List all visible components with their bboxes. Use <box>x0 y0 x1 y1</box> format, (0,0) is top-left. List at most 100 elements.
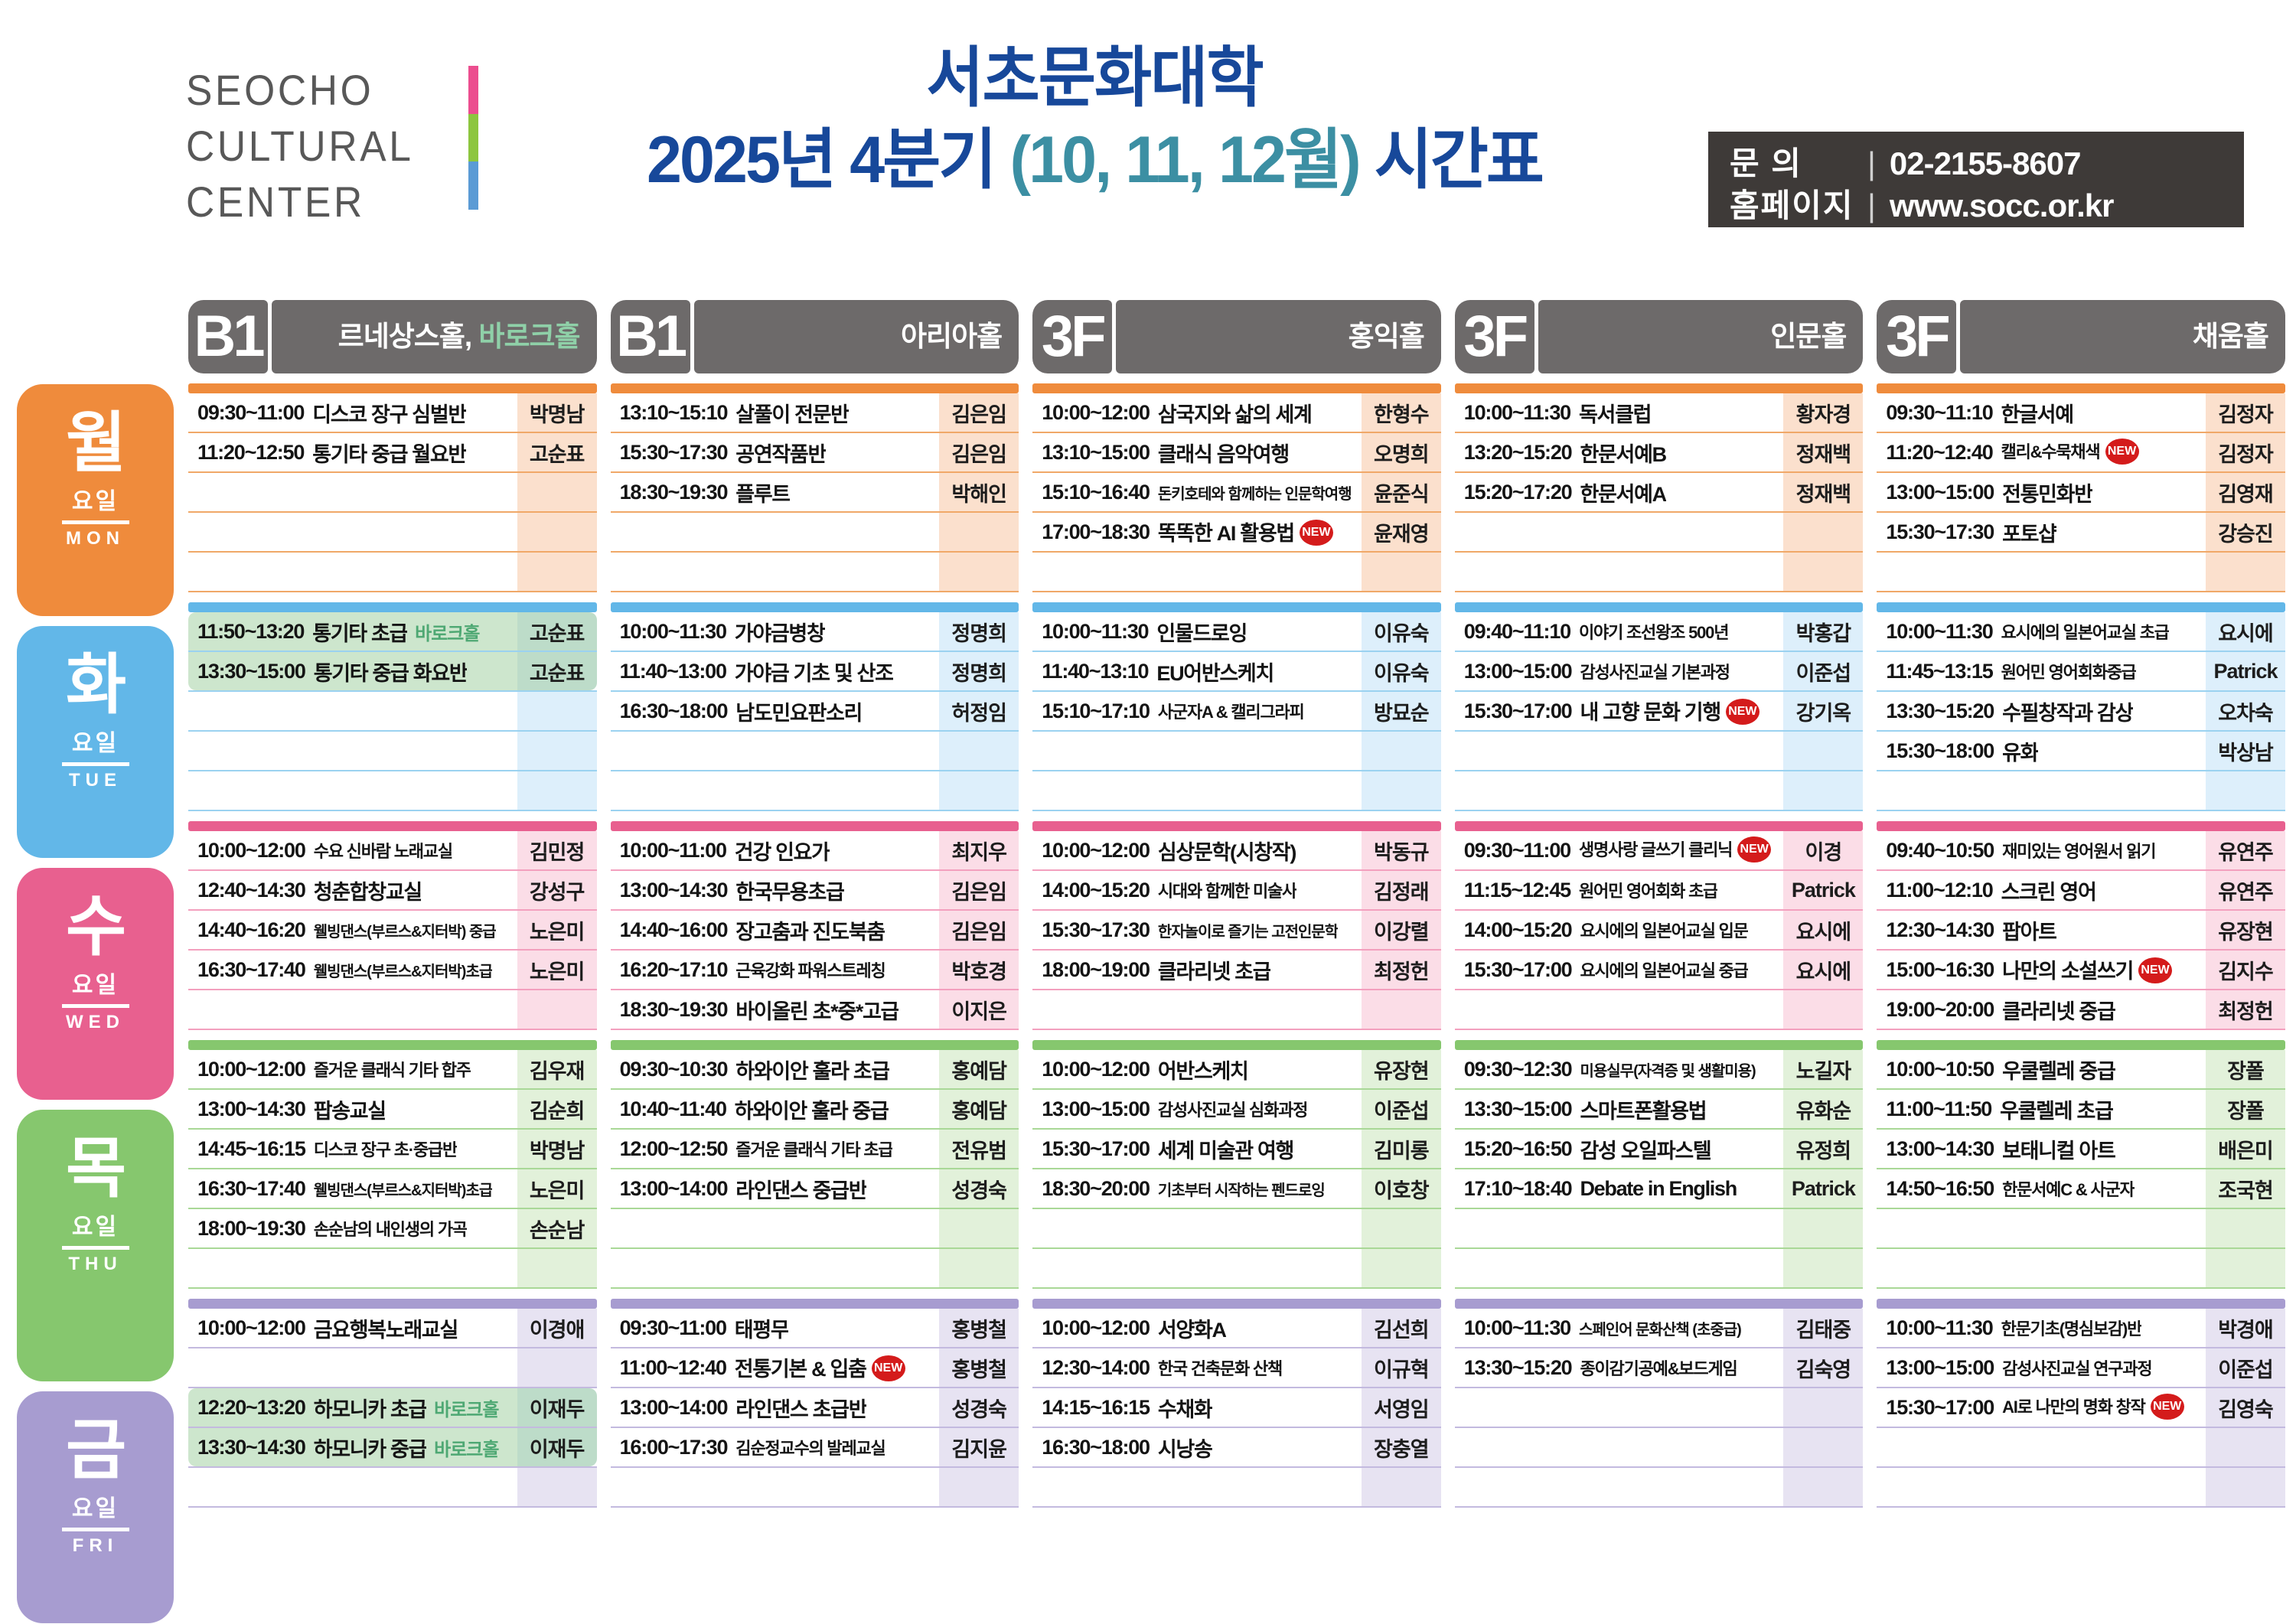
class-row[interactable] <box>1454 553 1864 592</box>
class-row[interactable]: 11:40~13:00 가야금 기초 및 산조 정명희 <box>610 652 1019 692</box>
class-row[interactable]: 12:30~14:30 팝아트 유장현 <box>1877 911 2285 951</box>
class-row[interactable]: 10:00~12:00 서양화A 김선희 <box>1032 1309 1441 1348</box>
class-row[interactable]: 13:20~15:20 한문서예B 정재백 <box>1454 433 1864 473</box>
class-row[interactable]: 09:30~11:00 태평무 홍병철 <box>610 1309 1019 1348</box>
class-row[interactable] <box>188 1468 597 1508</box>
class-row[interactable]: 13:00~14:30 팝송교실 김순희 <box>188 1090 597 1130</box>
class-row[interactable] <box>188 732 597 771</box>
class-row[interactable]: 18:00~19:30 손순남의 내인생의 가곡 손순남 <box>188 1209 597 1249</box>
class-row[interactable]: 10:00~11:30 스페인어 문화산책 (초중급) 김태중 <box>1454 1309 1864 1348</box>
class-row[interactable]: 10:40~11:40 하와이안 훌라 중급 홍예담 <box>610 1090 1019 1130</box>
class-row[interactable]: 11:00~12:10 스크린 영어 유연주 <box>1877 871 2285 911</box>
class-row[interactable]: 14:00~15:20 시대와 함께한 미술사 김정래 <box>1032 871 1441 911</box>
class-row[interactable]: 09:30~11:00 생명사랑 글쓰기 클리닉 NEW 이경 <box>1454 831 1864 871</box>
class-row[interactable]: 10:00~12:00 삼국지와 삶의 세계 한형수 <box>1032 393 1441 433</box>
class-row[interactable] <box>188 771 597 811</box>
class-row[interactable]: 13:10~15:10 살풀이 전문반 김은임 <box>610 393 1019 433</box>
class-row[interactable] <box>1032 1249 1441 1289</box>
class-row[interactable]: 10:00~12:00 금요행복노래교실 이경애 <box>188 1309 597 1348</box>
class-row[interactable]: 13:10~15:00 클래식 음악여행 오명희 <box>1032 433 1441 473</box>
class-row[interactable]: 12:20~13:20 하모니카 초급 바로크홀 이재두 <box>188 1388 597 1428</box>
class-row[interactable] <box>1454 732 1864 771</box>
class-row[interactable]: 12:40~14:30 청춘합창교실 강성구 <box>188 871 597 911</box>
class-row[interactable]: 10:00~11:30 한문기초(명심보감)반 박경애 <box>1877 1309 2285 1348</box>
class-row[interactable] <box>188 1249 597 1289</box>
class-row[interactable] <box>188 692 597 732</box>
class-row[interactable] <box>1454 1388 1864 1428</box>
class-row[interactable] <box>610 732 1019 771</box>
class-row[interactable]: 10:00~12:00 수요 신바람 노래교실 김민정 <box>188 831 597 871</box>
contact-phone-value[interactable]: 02-2155-8607 <box>1889 145 2082 181</box>
class-row[interactable]: 17:00~18:30 똑똑한 AI 활용법 NEW 윤재영 <box>1032 513 1441 553</box>
class-row[interactable]: 13:00~15:00 감성사진교실 기본과정 이준섭 <box>1454 652 1864 692</box>
class-row[interactable]: 15:30~17:00 요시에의 일본어교실 중급 요시에 <box>1454 951 1864 990</box>
class-row[interactable]: 13:00~14:30 한국무용초급 김은임 <box>610 871 1019 911</box>
class-row[interactable]: 13:00~14:00 라인댄스 초급반 성경숙 <box>610 1388 1019 1428</box>
class-row[interactable]: 10:00~12:00 심상문학(시창작) 박동규 <box>1032 831 1441 871</box>
class-row[interactable] <box>1454 771 1864 811</box>
class-row[interactable]: 13:30~15:00 스마트폰활용법 유화순 <box>1454 1090 1864 1130</box>
class-row[interactable] <box>1032 990 1441 1030</box>
class-row[interactable]: 12:30~14:00 한국 건축문화 산책 이규혁 <box>1032 1348 1441 1388</box>
class-row[interactable]: 10:00~11:30 가야금병창 정명희 <box>610 612 1019 652</box>
class-row[interactable]: 11:20~12:50 통기타 중급 월요반 고순표 <box>188 433 597 473</box>
class-row[interactable] <box>1454 1428 1864 1468</box>
class-row[interactable] <box>1032 1209 1441 1249</box>
class-row[interactable] <box>1454 1209 1864 1249</box>
class-row[interactable]: 14:50~16:50 한문서예C & 사군자 조국현 <box>1877 1169 2285 1209</box>
class-row[interactable]: 13:00~15:00 전통민화반 김영재 <box>1877 473 2285 513</box>
class-row[interactable] <box>188 473 597 513</box>
class-row[interactable]: 15:10~17:10 사군자A & 캘리그라피 방묘순 <box>1032 692 1441 732</box>
class-row[interactable]: 16:30~18:00 시낭송 장충열 <box>1032 1428 1441 1468</box>
class-row[interactable] <box>188 1348 597 1388</box>
class-row[interactable]: 13:30~15:20 종이감기공예&보드게임 김숙영 <box>1454 1348 1864 1388</box>
class-row[interactable] <box>1454 990 1864 1030</box>
class-row[interactable]: 09:40~10:50 재미있는 영어원서 읽기 유연주 <box>1877 831 2285 871</box>
class-row[interactable] <box>1032 1468 1441 1508</box>
class-row[interactable]: 15:30~17:30 포토샵 강승진 <box>1877 513 2285 553</box>
class-row[interactable]: 13:00~15:00 감성사진교실 연구과정 이준섭 <box>1877 1348 2285 1388</box>
class-row[interactable]: 18:00~19:00 클라리넷 초급 최정헌 <box>1032 951 1441 990</box>
class-row[interactable] <box>1877 1249 2285 1289</box>
class-row[interactable]: 18:30~19:30 바이올린 초*중*고급 이지은 <box>610 990 1019 1030</box>
class-row[interactable]: 19:00~20:00 클라리넷 중급 최정헌 <box>1877 990 2285 1030</box>
class-row[interactable] <box>1032 732 1441 771</box>
class-row[interactable]: 16:30~17:40 웰빙댄스(부르스&지터박)초급 노은미 <box>188 951 597 990</box>
class-row[interactable] <box>1032 771 1441 811</box>
class-row[interactable]: 15:30~17:00 내 고향 문화 기행 NEW 강기옥 <box>1454 692 1864 732</box>
class-row[interactable]: 09:30~10:30 하와이안 훌라 초급 홍예담 <box>610 1050 1019 1090</box>
class-row[interactable]: 15:10~16:40 돈키호테와 함께하는 인문학여행 윤준식 <box>1032 473 1441 513</box>
contact-home-value[interactable]: www.socc.or.kr <box>1889 188 2115 224</box>
class-row[interactable]: 14:45~16:15 디스코 장구 초·중급반 박명남 <box>188 1130 597 1169</box>
class-row[interactable]: 09:40~11:10 이야기 조선왕조 500년 박홍갑 <box>1454 612 1864 652</box>
class-row[interactable]: 15:20~16:50 감성 오일파스텔 유정희 <box>1454 1130 1864 1169</box>
class-row[interactable] <box>610 1468 1019 1508</box>
class-row[interactable]: 12:00~12:50 즐거운 클래식 기타 초급 전유범 <box>610 1130 1019 1169</box>
class-row[interactable]: 15:00~16:30 나만의 소설쓰기 NEW 김지수 <box>1877 951 2285 990</box>
class-row[interactable]: 15:30~18:00 유화 박상남 <box>1877 732 2285 771</box>
class-row[interactable]: 10:00~12:00 어반스케치 유장현 <box>1032 1050 1441 1090</box>
class-row[interactable]: 15:30~17:00 AI로 나만의 명화 창작 NEW 김영숙 <box>1877 1388 2285 1428</box>
class-row[interactable]: 16:00~17:30 김순정교수의 발레교실 김지윤 <box>610 1428 1019 1468</box>
class-row[interactable]: 10:00~11:30 독서클럽 황자경 <box>1454 393 1864 433</box>
class-row[interactable]: 16:30~18:00 남도민요판소리 허정임 <box>610 692 1019 732</box>
class-row[interactable]: 13:30~14:30 하모니카 중급 바로크홀 이재두 <box>188 1428 597 1468</box>
class-row[interactable] <box>610 771 1019 811</box>
class-row[interactable]: 11:50~13:20 통기타 초급 바로크홀 고순표 <box>188 612 597 652</box>
class-row[interactable]: 13:00~15:00 감성사진교실 심화과정 이준섭 <box>1032 1090 1441 1130</box>
class-row[interactable]: 16:20~17:10 근육강화 파워스트레칭 박호경 <box>610 951 1019 990</box>
class-row[interactable]: 15:30~17:30 한자놀이로 즐기는 고전인문학 이강렬 <box>1032 911 1441 951</box>
class-row[interactable] <box>610 513 1019 553</box>
class-row[interactable]: 15:20~17:20 한문서예A 정재백 <box>1454 473 1864 513</box>
class-row[interactable]: 18:30~20:00 기초부터 시작하는 펜드로잉 이호창 <box>1032 1169 1441 1209</box>
class-row[interactable] <box>1877 1468 2285 1508</box>
class-row[interactable]: 11:15~12:45 원어민 영어회화 초급 Patrick <box>1454 871 1864 911</box>
class-row[interactable] <box>188 553 597 592</box>
class-row[interactable]: 14:15~16:15 수채화 서영임 <box>1032 1388 1441 1428</box>
class-row[interactable]: 11:20~12:40 캘리&수묵채색 NEW 김정자 <box>1877 433 2285 473</box>
class-row[interactable]: 09:30~12:30 미용실무(자격증 및 생활미용) 노길자 <box>1454 1050 1864 1090</box>
class-row[interactable] <box>610 553 1019 592</box>
class-row[interactable]: 13:30~15:00 통기타 중급 화요반 고순표 <box>188 652 597 692</box>
class-row[interactable] <box>1454 513 1864 553</box>
class-row[interactable]: 17:10~18:40 Debate in English Patrick <box>1454 1169 1864 1209</box>
